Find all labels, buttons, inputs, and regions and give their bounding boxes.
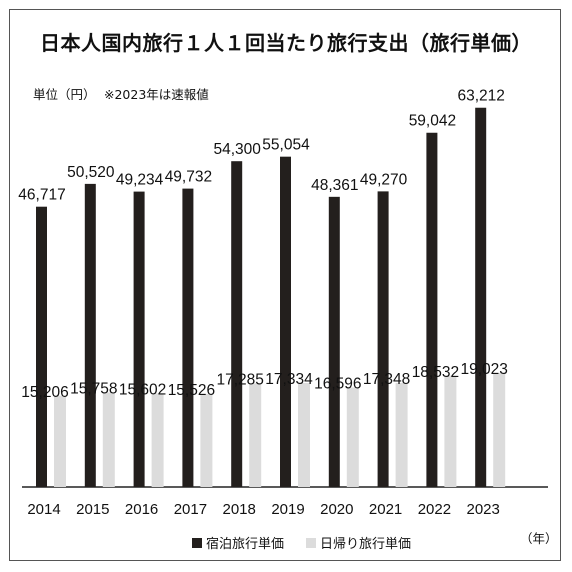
bar-overnight-2022 — [426, 132, 438, 488]
bar-overnight-2020 — [328, 196, 340, 488]
x-tick-2017: 2017 — [174, 501, 207, 518]
label-overnight-2023: 63,212 — [457, 88, 504, 105]
x-tick-2019: 2019 — [271, 501, 304, 518]
label-overnight-2021: 49,270 — [360, 171, 408, 188]
chart-title: 日本人国内旅行１人１回当たり旅行支出（旅行単価） — [40, 31, 532, 55]
x-tick-2020: 2020 — [320, 501, 353, 518]
x-tick-2018: 2018 — [223, 501, 256, 518]
legend: 宿泊旅行単価 日帰り旅行単価 — [192, 533, 433, 552]
label-overnight-2015: 50,520 — [67, 164, 115, 181]
bar-overnight-2023 — [475, 107, 487, 487]
label-overnight-2014: 46,717 — [18, 187, 65, 204]
label-daytrip-2021: 17,348 — [363, 371, 410, 388]
bar-daytrip-2021 — [395, 382, 408, 487]
legend-item-daytrip: 日帰り旅行単価 — [306, 533, 411, 552]
bar-overnight-2016 — [133, 191, 145, 487]
preliminary-note: ※2023年は速報値 — [104, 87, 209, 102]
bar-daytrip-2015 — [102, 392, 115, 487]
label-daytrip-2016: 15,602 — [119, 381, 166, 398]
bar-daytrip-2023 — [493, 372, 506, 487]
x-axis-unit: （年） — [520, 531, 558, 546]
label-daytrip-2019: 17,334 — [265, 371, 313, 388]
bar-daytrip-2019 — [298, 382, 310, 487]
legend-swatch-daytrip — [306, 537, 317, 548]
unit-label: 単位（円） — [33, 87, 96, 102]
label-daytrip-2014: 15,206 — [21, 384, 68, 401]
legend-label-overnight: 宿泊旅行単価 — [206, 537, 285, 552]
bar-daytrip-2022 — [444, 375, 457, 487]
legend-item-overnight: 宿泊旅行単価 — [192, 533, 284, 552]
bar-daytrip-2020 — [346, 387, 359, 487]
label-overnight-2016: 49,234 — [116, 172, 164, 189]
label-daytrip-2023: 19,023 — [460, 361, 507, 378]
x-tick-2022: 2022 — [418, 501, 451, 518]
x-tick-2016: 2016 — [125, 501, 158, 518]
bar-overnight-2021 — [377, 191, 389, 487]
label-overnight-2022: 59,042 — [409, 113, 456, 130]
x-tick-2023: 2023 — [467, 501, 500, 518]
bar-daytrip-2018 — [249, 383, 262, 487]
label-daytrip-2015: 15,758 — [70, 380, 117, 397]
bar-overnight-2014 — [36, 206, 47, 487]
label-overnight-2019: 55,054 — [262, 137, 310, 154]
bar-overnight-2019 — [280, 156, 291, 487]
label-daytrip-2022: 18,532 — [412, 364, 459, 381]
x-tick-2021: 2021 — [369, 501, 402, 518]
label-overnight-2018: 54,300 — [213, 141, 261, 158]
legend-swatch-overnight — [192, 537, 202, 548]
bar-overnight-2017 — [182, 188, 194, 487]
x-tick-2015: 2015 — [76, 501, 109, 518]
x-tick-2014: 2014 — [27, 501, 60, 518]
label-overnight-2017: 49,732 — [165, 169, 212, 186]
bar-daytrip-2016 — [151, 393, 164, 487]
label-daytrip-2020: 16,596 — [314, 375, 361, 392]
bar-daytrip-2014 — [54, 395, 66, 487]
label-overnight-2020: 48,361 — [311, 177, 358, 194]
label-daytrip-2017: 15,526 — [168, 382, 215, 399]
bar-overnight-2015 — [84, 183, 96, 487]
bar-daytrip-2017 — [200, 393, 213, 487]
label-daytrip-2018: 17,285 — [216, 371, 263, 388]
legend-label-daytrip: 日帰り旅行単価 — [320, 537, 412, 552]
bar-overnight-2018 — [231, 161, 243, 487]
